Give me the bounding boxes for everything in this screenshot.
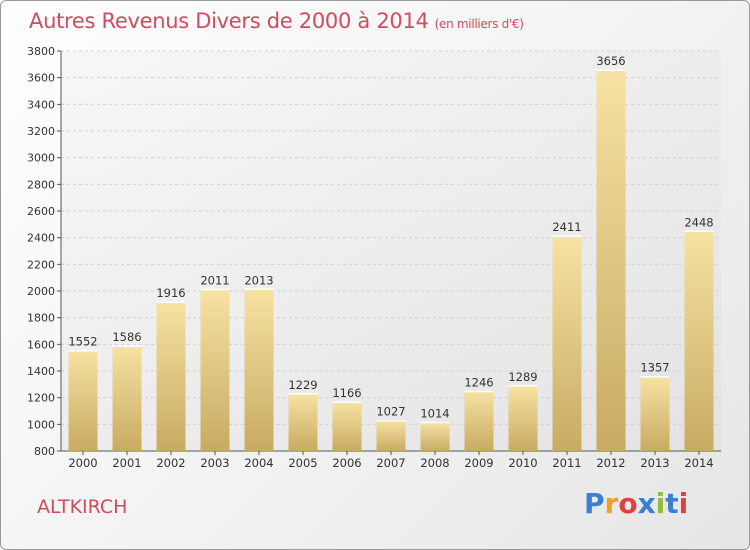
- y-tick-label: 3400: [27, 98, 55, 111]
- y-tick-label: 1000: [27, 418, 55, 431]
- y-tick-label: 3000: [27, 152, 55, 165]
- chart-title-text: Autres Revenus Divers de 2000 à 2014: [29, 9, 429, 33]
- bar-2002: [156, 302, 186, 451]
- x-tick-label: 2002: [156, 456, 185, 470]
- bar-2014: [684, 231, 714, 451]
- x-tick-label: 2013: [640, 456, 669, 470]
- bar-2005: [288, 393, 318, 451]
- y-tick-label: 1800: [27, 312, 55, 325]
- bar-2010: [508, 385, 538, 451]
- city-label: ALTKIRCH: [37, 496, 128, 518]
- y-tick-label: 2400: [27, 232, 55, 245]
- y-tick-label: 3600: [27, 72, 55, 85]
- x-tick-label: 2000: [68, 456, 97, 470]
- bar-2012: [596, 70, 626, 451]
- logo-letter: o: [618, 487, 638, 520]
- bar-2007: [376, 420, 406, 451]
- data-label: 1552: [68, 335, 97, 349]
- logo-letter: P: [584, 487, 605, 520]
- logo-letter: t: [665, 487, 679, 520]
- data-label: 1246: [464, 376, 493, 390]
- data-label: 1916: [156, 286, 185, 300]
- bar-2008: [420, 422, 450, 451]
- x-tick-label: 2010: [508, 456, 537, 470]
- data-label: 1357: [640, 361, 669, 375]
- logo-letter: r: [604, 487, 619, 520]
- bar-2001: [112, 346, 142, 451]
- logo-letter: x: [637, 487, 656, 520]
- y-tick-label: 3200: [27, 125, 55, 138]
- x-tick-label: 2003: [200, 456, 229, 470]
- bar-2013: [640, 376, 670, 451]
- x-tick-label: 2007: [376, 456, 405, 470]
- logo-letter: i: [655, 487, 666, 520]
- data-label: 2448: [684, 215, 713, 229]
- y-tick-label: 1200: [27, 392, 55, 405]
- data-label: 1014: [420, 406, 449, 420]
- x-tick-label: 2011: [552, 456, 581, 470]
- data-label: 1166: [332, 386, 361, 400]
- y-tick-label: 1400: [27, 365, 55, 378]
- y-tick-label: 1600: [27, 338, 55, 351]
- bar-2011: [552, 236, 582, 451]
- bar-2006: [332, 402, 362, 451]
- data-label: 1229: [288, 378, 317, 392]
- data-label: 1289: [508, 370, 537, 384]
- bar-2000: [68, 350, 98, 451]
- y-tick-label: 800: [34, 445, 55, 458]
- data-label: 1586: [112, 330, 141, 344]
- x-tick-label: 2001: [112, 456, 141, 470]
- y-tick-label: 2600: [27, 205, 55, 218]
- data-label: 1027: [376, 405, 405, 419]
- chart-subtitle: (en milliers d'€): [434, 17, 524, 31]
- x-tick-label: 2014: [684, 456, 713, 470]
- y-tick-label: 2000: [27, 285, 55, 298]
- data-label: 2011: [200, 274, 229, 288]
- x-tick-label: 2005: [288, 456, 317, 470]
- data-label: 2013: [244, 273, 273, 287]
- data-label: 3656: [596, 54, 625, 68]
- bar-2004: [244, 289, 274, 451]
- x-tick-label: 2008: [420, 456, 449, 470]
- x-tick-label: 2012: [596, 456, 625, 470]
- bar-2003: [200, 289, 230, 451]
- y-tick-label: 2200: [27, 258, 55, 271]
- data-label: 2411: [552, 220, 581, 234]
- x-tick-label: 2009: [464, 456, 493, 470]
- x-tick-label: 2006: [332, 456, 361, 470]
- bar-2009: [464, 391, 494, 451]
- chart-title: Autres Revenus Divers de 2000 à 2014 (en …: [29, 9, 524, 33]
- x-tick-label: 2004: [244, 456, 273, 470]
- proxiti-logo: Proxiti: [584, 487, 688, 520]
- y-tick-label: 2800: [27, 178, 55, 191]
- y-tick-label: 3800: [27, 45, 55, 58]
- logo-letter: i: [678, 487, 689, 520]
